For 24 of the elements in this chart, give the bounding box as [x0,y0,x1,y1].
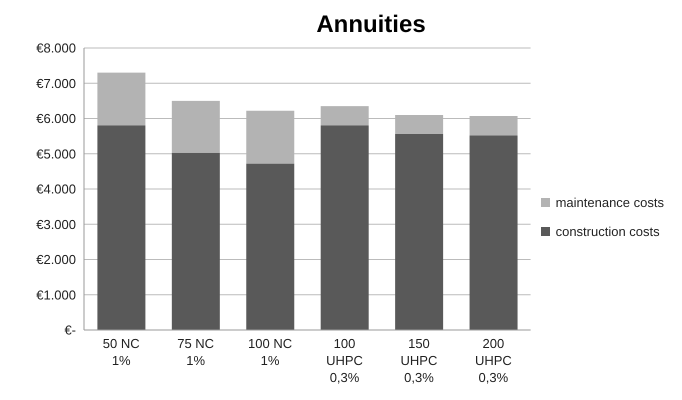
bar [172,152,220,330]
y-tick-label: €3.000 [36,216,76,232]
bar [470,135,518,330]
y-tick-label: €8.000 [36,40,76,56]
bar [395,134,444,330]
y-tick-label: €5.000 [36,146,76,162]
x-tick-label: 50 NC 1% [102,336,140,368]
y-tick-label: €2.000 [36,252,76,268]
y-tick-label: €7.000 [36,76,76,91]
bar [97,126,146,330]
legend-label: construction costs [556,224,660,239]
x-tick-label: 150 UHPC 0,3% [400,336,438,385]
y-tick-label: €6.000 [36,111,76,126]
y-tick-label: €4.000 [36,182,76,197]
x-tick-label: 100 UHPC 0,3% [326,336,363,385]
legend-label: maintenance costs [556,195,664,210]
x-tick-label: 100 NC 1% [248,336,292,368]
chart-title: Annuities [315,10,427,40]
y-tick-label: €1.000 [36,287,76,302]
x-tick-label: 75 NC 1% [177,336,214,368]
bar [246,164,294,330]
bar [320,126,369,330]
x-tick-label: 200 UHPC 0,3% [474,336,512,385]
y-tick-label: €- [64,322,76,338]
